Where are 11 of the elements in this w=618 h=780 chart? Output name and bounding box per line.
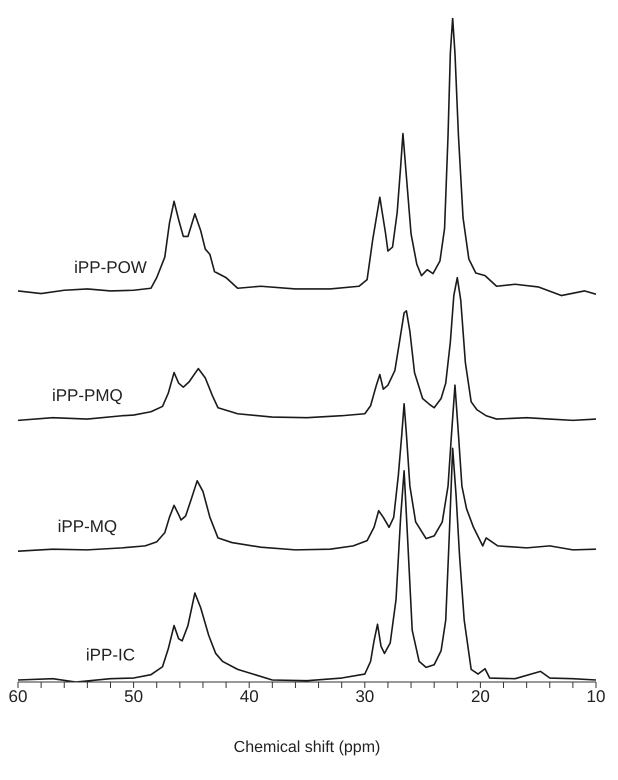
series-label: iPP-POW (74, 258, 147, 277)
x-tick-label: 40 (240, 687, 259, 706)
series-label: iPP-PMQ (52, 386, 123, 406)
x-tick-label: 30 (355, 687, 374, 706)
x-tick-label: 60 (8, 687, 28, 706)
x-tick-label: 10 (586, 687, 606, 706)
x-tick-label: 20 (470, 687, 490, 706)
series-label: iPP-MQ (58, 516, 118, 536)
series-label: iPP-IC (86, 646, 136, 665)
x-axis-title: Chemical shift (ppm) (234, 739, 380, 756)
x-tick-label: 50 (124, 687, 144, 706)
